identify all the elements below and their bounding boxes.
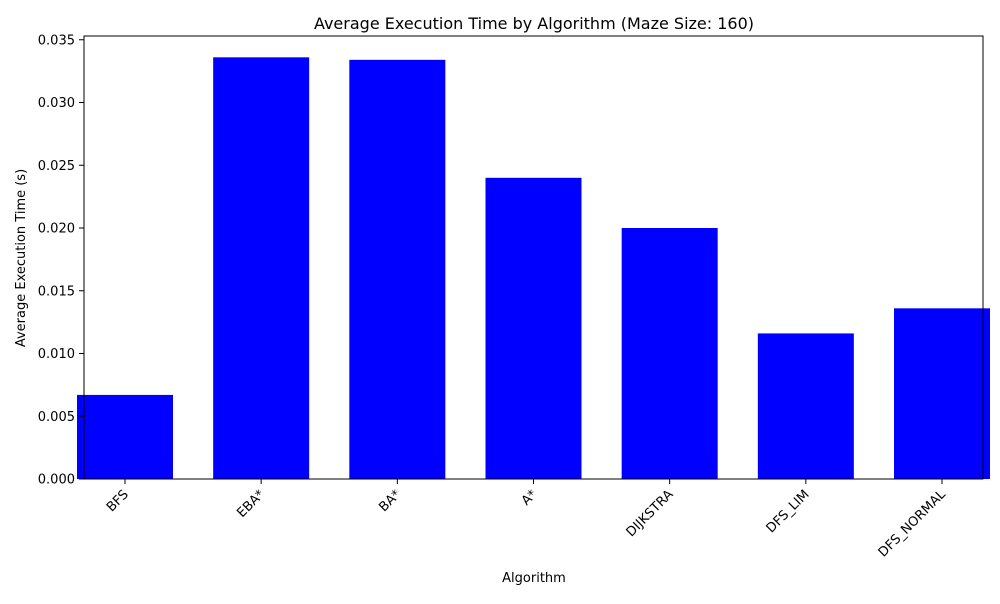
y-tick-label: 0.000 bbox=[38, 473, 75, 488]
chart-title: Average Execution Time by Algorithm (Maz… bbox=[314, 14, 754, 33]
plot-frame bbox=[83, 35, 984, 480]
bar-bfs bbox=[77, 394, 173, 479]
bar-dfs-lim bbox=[757, 333, 854, 479]
bars-layer bbox=[77, 57, 990, 480]
bar-ba- bbox=[349, 59, 446, 480]
y-tick-label: 0.015 bbox=[38, 284, 75, 299]
y-tick-label: 0.035 bbox=[38, 33, 75, 48]
y-tick-label: 0.005 bbox=[38, 410, 75, 425]
y-tick-label: 0.010 bbox=[38, 347, 75, 362]
y-axis-label: Average Execution Time (s) bbox=[14, 169, 29, 347]
x-axis-label: Algorithm bbox=[502, 571, 566, 586]
y-axis: 0.000 0.005 0.010 0.015 0.020 0.025 0.030 0.035 bbox=[38, 33, 84, 488]
y-tick-label: 0.020 bbox=[38, 222, 75, 237]
y-tick-label: 0.030 bbox=[38, 96, 75, 111]
y-tick-label: 0.025 bbox=[38, 159, 75, 174]
bar-a- bbox=[485, 177, 582, 479]
bar-eba- bbox=[213, 57, 310, 479]
bar-dfs-normal bbox=[894, 308, 990, 479]
bar-dijkstra bbox=[621, 228, 718, 479]
